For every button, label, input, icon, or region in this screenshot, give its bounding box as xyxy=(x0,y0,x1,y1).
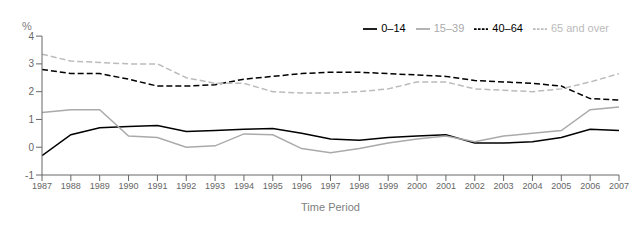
svg-text:2001: 2001 xyxy=(436,181,456,191)
html-text:40–64: 40–64 xyxy=(492,22,523,34)
svg-text:1987: 1987 xyxy=(32,181,52,191)
svg-text:-1: -1 xyxy=(25,170,34,181)
svg-text:4: 4 xyxy=(28,31,34,42)
html-text:0–14: 0–14 xyxy=(381,22,406,34)
svg-text:1992: 1992 xyxy=(176,181,196,191)
html-text:15–39: 15–39 xyxy=(433,22,465,34)
svg-text:2000: 2000 xyxy=(407,181,427,191)
svg-text:1995: 1995 xyxy=(263,181,283,191)
svg-text:2002: 2002 xyxy=(465,181,485,191)
svg-text:1988: 1988 xyxy=(61,181,81,191)
svg-text:2006: 2006 xyxy=(580,181,600,191)
svg-text:1994: 1994 xyxy=(234,181,254,191)
svg-text:2003: 2003 xyxy=(494,181,514,191)
svg-text:Time Period: Time Period xyxy=(301,201,360,213)
svg-text:1999: 1999 xyxy=(378,181,398,191)
svg-text:2007: 2007 xyxy=(609,181,629,191)
svg-text:1997: 1997 xyxy=(320,181,340,191)
html-text:65 and over: 65 and over xyxy=(550,22,609,34)
svg-text:1989: 1989 xyxy=(90,181,110,191)
svg-text:%: % xyxy=(22,20,32,32)
svg-text:1: 1 xyxy=(28,114,34,125)
svg-text:0: 0 xyxy=(28,142,34,153)
svg-text:1991: 1991 xyxy=(147,181,167,191)
svg-text:2: 2 xyxy=(28,86,34,97)
svg-text:1993: 1993 xyxy=(205,181,225,191)
svg-text:1990: 1990 xyxy=(119,181,139,191)
svg-text:2005: 2005 xyxy=(551,181,571,191)
svg-text:1998: 1998 xyxy=(349,181,369,191)
svg-text:2004: 2004 xyxy=(522,181,542,191)
svg-text:3: 3 xyxy=(28,58,34,69)
svg-text:1996: 1996 xyxy=(292,181,312,191)
